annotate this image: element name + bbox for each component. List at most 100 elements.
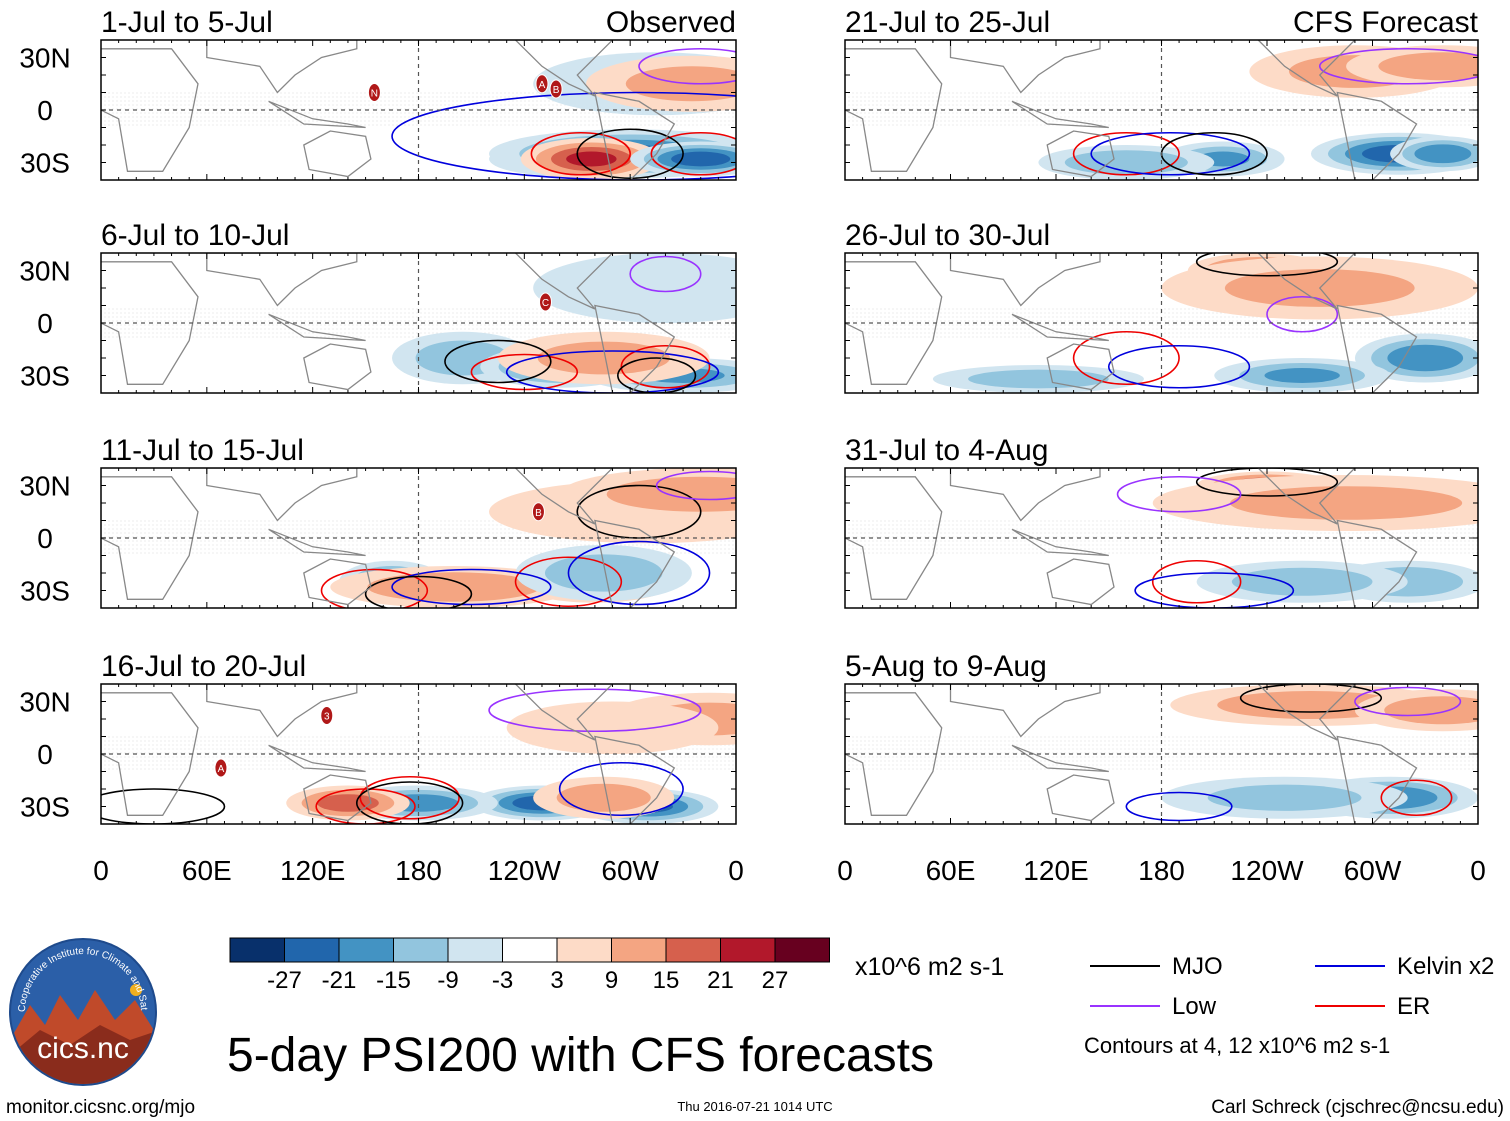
- psi-anomaly-shade: [1230, 486, 1463, 520]
- low-contour: [1266, 295, 1339, 333]
- coastline: [1011, 313, 1109, 342]
- psi-anomaly-shade: [1384, 696, 1478, 725]
- x-tick-label: 180: [395, 855, 442, 886]
- panel-p4: 3 A 30N 0 30S 16-Jul to 20-Jul: [19, 650, 737, 825]
- kelvin-contour: [567, 540, 711, 606]
- kelvin-contour: [391, 91, 736, 180]
- coastline: [101, 476, 199, 600]
- psi-anomaly-shade: [1231, 567, 1373, 596]
- kelvin-contour: [505, 350, 720, 393]
- coastline: [949, 253, 1101, 307]
- storm-marker-label: B: [553, 85, 560, 96]
- low-contour: [488, 688, 702, 733]
- coastline: [1011, 528, 1109, 557]
- x-tick-label: 180: [1138, 855, 1185, 886]
- logo-label: cics.nc: [37, 1032, 129, 1065]
- colorbar-swatch: [338, 937, 394, 963]
- low-contour: [1354, 686, 1462, 717]
- colorbar: -27 -21 -15 -9 -3 3 9 15 21 27: [229, 937, 830, 994]
- panel-date-label: 31-Jul to 4-Aug: [845, 434, 1048, 467]
- coastline: [268, 528, 366, 557]
- coastline: [1336, 735, 1418, 824]
- colorbar-swatch: [720, 937, 776, 963]
- colorbar-swatch: [393, 937, 449, 963]
- y-tick-label: 30S: [20, 792, 70, 823]
- panel-p5: 21-Jul to 25-Jul CFS Forecast: [844, 6, 1479, 181]
- y-tick-label: 0: [37, 739, 53, 770]
- psi-anomaly-shade: [533, 253, 736, 323]
- er-contour: [1072, 131, 1180, 176]
- coastline: [1011, 744, 1109, 773]
- y-tick-label: 30N: [19, 471, 70, 502]
- y-tick-label: 30S: [20, 361, 70, 392]
- er-contour: [650, 131, 736, 176]
- mjo-contour: [101, 788, 226, 824]
- panel-date-label: 26-Jul to 30-Jul: [845, 219, 1050, 252]
- kelvin-contour: [558, 761, 684, 817]
- mjo-contour: [355, 781, 464, 824]
- y-tick-label: 30N: [19, 43, 70, 74]
- colorbar-label: -3: [492, 967, 513, 994]
- low-contour: [1116, 475, 1242, 513]
- coastline: [594, 304, 676, 393]
- er-contour: [1151, 559, 1242, 604]
- psi-anomaly-shade: [968, 369, 1109, 389]
- coastline: [1336, 519, 1418, 608]
- source-url: monitor.cicsnc.org/mjo: [6, 1097, 195, 1118]
- coastline: [268, 313, 366, 342]
- coastline: [303, 343, 372, 391]
- mjo-contour: [364, 575, 473, 608]
- legend-label: MJO: [1172, 953, 1223, 980]
- legend-label: ER: [1397, 993, 1430, 1020]
- colorbar-label: 9: [605, 967, 618, 994]
- coastline: [949, 684, 1101, 738]
- colorbar-label: 27: [762, 967, 789, 994]
- y-tick-label: 30S: [20, 576, 70, 607]
- colorbar-swatch: [447, 937, 503, 963]
- panel-p8: 5-Aug to 9-Aug: [844, 650, 1479, 825]
- panel-date-label: 5-Aug to 9-Aug: [845, 650, 1047, 683]
- legend-contour-note: Contours at 4, 12 x10^6 m2 s-1: [1084, 1033, 1390, 1058]
- kelvin-contour: [1125, 791, 1233, 822]
- psi-anomaly-shade: [537, 341, 670, 375]
- x-axis-tick-labels: 0 60E 120E 180 120W 60W 0 0 60E 120E 180 120W 60W 0: [93, 855, 1486, 886]
- coastline: [1257, 684, 1356, 741]
- coastline: [101, 48, 199, 172]
- coastline: [303, 558, 372, 606]
- psi-anomaly-shade: [1207, 784, 1362, 811]
- psi-anomaly-shade: [1064, 150, 1188, 175]
- er-contour: [320, 568, 429, 608]
- colorbar-label: 3: [550, 967, 563, 994]
- panel-p3: B 30N 0 30S 11-Jul to 15-Jul: [19, 434, 737, 609]
- psi-anomaly-shade: [566, 151, 617, 167]
- mjo-contour: [617, 357, 697, 393]
- storm-marker: B: [549, 79, 563, 99]
- y-tick-label: 30N: [19, 256, 70, 287]
- coastline: [594, 735, 676, 824]
- x-tick-label: 0: [1470, 855, 1486, 886]
- y-tick-label: 30S: [20, 148, 70, 179]
- psi-anomaly-shade: [1414, 144, 1472, 164]
- colorbar-units: x10^6 m2 s-1: [855, 953, 1004, 981]
- x-tick-label: 60E: [926, 855, 976, 886]
- coastline: [845, 476, 943, 600]
- colorbar-swatch: [502, 937, 558, 963]
- coastline: [1257, 468, 1356, 525]
- psi-anomaly-shade: [317, 794, 379, 812]
- x-tick-label: 60W: [1344, 855, 1402, 886]
- panel-p1: N A B 30N 0 30S 1-Jul to 5-Jul Observed: [19, 6, 737, 181]
- colorbar-swatch: [284, 937, 340, 963]
- psi-anomaly-shade: [1264, 368, 1340, 383]
- panel-date-label: 6-Jul to 10-Jul: [101, 219, 289, 252]
- panel-header-right: Observed: [606, 6, 736, 39]
- coastline: [594, 91, 676, 180]
- coastline: [514, 468, 614, 525]
- x-tick-label: 120W: [488, 855, 562, 886]
- x-tick-label: 0: [837, 855, 853, 886]
- coastline: [1046, 343, 1115, 391]
- colorbar-swatch: [665, 937, 721, 963]
- storm-marker: C: [539, 292, 552, 312]
- x-tick-label: 0: [93, 855, 109, 886]
- coastline: [845, 261, 943, 385]
